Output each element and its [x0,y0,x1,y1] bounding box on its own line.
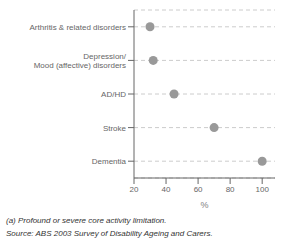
svg-text:20: 20 [130,185,139,194]
svg-text:60: 60 [194,185,203,194]
svg-text:AD/HD: AD/HD [101,90,126,99]
svg-text:Stroke: Stroke [103,124,127,133]
svg-text:Dementia: Dementia [92,157,127,166]
svg-text:40: 40 [162,185,171,194]
svg-text:100: 100 [256,185,270,194]
html-text:(a) Profound or severe core ac: (a) Profound or severe core activity lim… [6,216,167,225]
svg-text:80: 80 [226,185,235,194]
html-text:Source: ABS 2003 Survey of Dis: Source: ABS 2003 Survey of Disability Ag… [6,229,213,238]
svg-text:%: % [200,200,208,210]
svg-text:Arthritis & related disorders: Arthritis & related disorders [30,23,126,32]
svg-text:Depression/Mood (affective) di: Depression/Mood (affective) disorders [34,52,127,70]
